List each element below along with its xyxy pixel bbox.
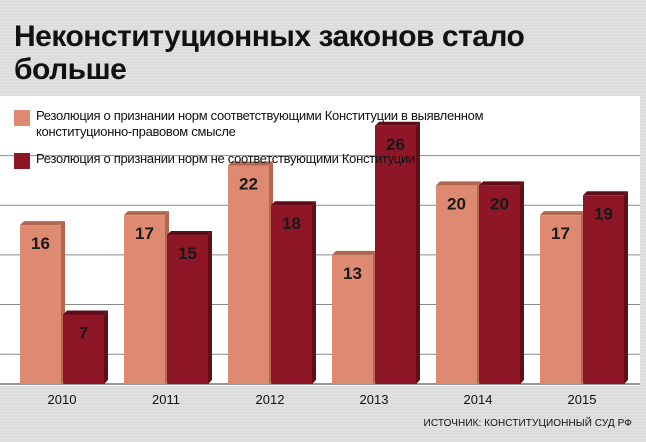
data-label-2010-series-1: 16 [31,234,50,253]
x-tick-label-2013: 2013 [360,392,389,407]
bar-top [271,201,316,206]
legend-label-series-1: Резолюция о признании норм соответствующ… [36,108,484,139]
bar-2011-series-2 [167,235,208,384]
bar-side [208,231,212,384]
bar-side [312,201,316,384]
bar-2014-series-1 [436,185,477,384]
legend-swatch-series-2 [14,153,30,169]
bar-side [520,181,524,384]
bar-top [63,310,108,315]
data-label-2015-series-1: 17 [551,224,570,243]
x-tick-label-2010: 2010 [48,392,77,407]
data-label-2011-series-2: 15 [178,244,197,263]
data-label-2015-series-2: 19 [594,204,613,223]
bar-top [375,121,420,126]
bar-side [104,310,108,384]
bar-2013-series-2 [375,125,416,385]
bar-2013-series-1 [332,254,373,384]
legend-label-series-2: Резолюция о признании норм не соответств… [36,151,415,166]
bar-top [583,191,628,196]
bar-top [167,231,212,236]
bar-2012-series-2 [271,205,312,384]
bar-2012-series-1 [228,165,269,384]
bar-top [436,181,481,186]
bar-side [416,121,420,385]
data-label-2012-series-1: 22 [239,175,258,194]
bar-top [124,211,169,216]
data-label-2014-series-2: 20 [490,194,509,213]
bar-side [624,191,628,384]
chart-title: Неконституционных законов стало больше [14,20,525,86]
bar-top [540,211,585,216]
bar-2011-series-1 [124,215,165,384]
bar-top [332,250,377,255]
data-label-2012-series-2: 18 [282,214,301,233]
data-label-2014-series-1: 20 [447,194,466,213]
source-note: ИСТОЧНИК: КОНСТИТУЦИОННЫЙ СУД РФ [423,418,632,429]
data-label-2013-series-1: 13 [343,264,362,283]
data-label-2010-series-2: 7 [79,323,88,342]
bar-top [479,181,524,186]
data-label-2011-series-1: 17 [135,224,154,243]
bar-2010-series-1 [20,225,61,384]
bar-2015-series-1 [540,215,581,384]
x-tick-label-2011: 2011 [152,392,180,407]
x-tick-label-2012: 2012 [256,392,285,407]
bar-2014-series-2 [479,185,520,384]
x-tick-label-2014: 2014 [464,392,493,407]
data-label-2013-series-2: 26 [386,135,405,154]
bar-2010-series-2 [63,314,104,384]
legend-swatch-series-1 [14,110,30,126]
x-tick-label-2015: 2015 [568,392,597,407]
bar-2015-series-2 [583,195,624,384]
bar-top [20,221,65,226]
bar-top [228,161,273,166]
